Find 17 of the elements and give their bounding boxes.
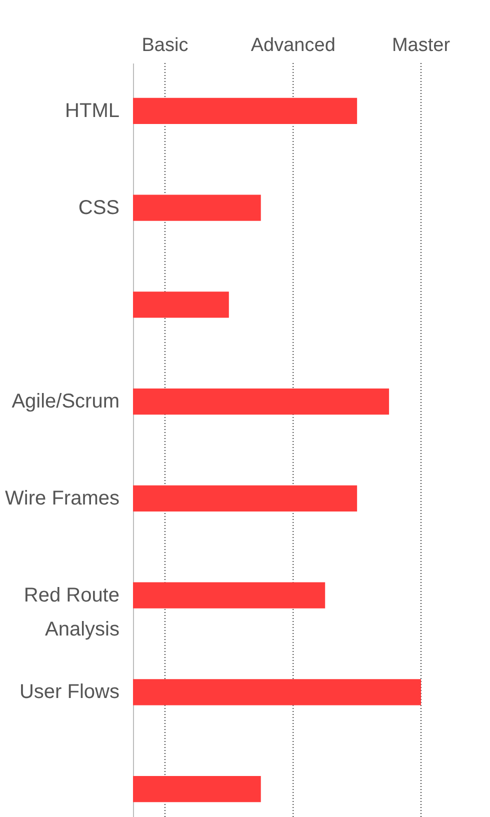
bar [133, 679, 421, 706]
bar [133, 292, 229, 318]
ref-line-label: Advanced [250, 35, 336, 56]
y-tick-label: User Flows [19, 681, 120, 704]
bar [133, 776, 261, 802]
y-tick-label: Agile/Scrum [12, 390, 120, 413]
bar [133, 582, 326, 608]
ref-line-label: Basic [142, 35, 188, 56]
ref-line-label: Master [392, 35, 451, 56]
bar [133, 194, 261, 221]
bar [133, 388, 390, 415]
y-tick-label: Red Route Analysis [24, 584, 120, 640]
y-tick-label: HTML [65, 100, 120, 122]
bar [133, 485, 358, 512]
y-tick-label: Wire Frames [5, 487, 120, 510]
y-tick-label: CSS [78, 196, 120, 219]
bar [133, 98, 358, 124]
